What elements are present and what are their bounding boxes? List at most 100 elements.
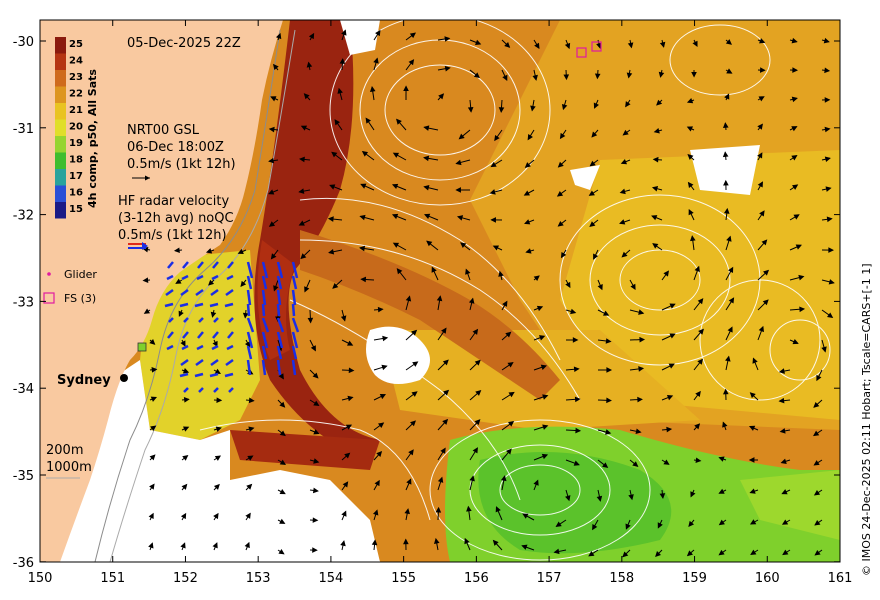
gsl-arrow-head <box>279 430 286 437</box>
hf-radar-arrow <box>213 317 219 323</box>
y-tick-label: -36 <box>13 556 34 571</box>
gsl-arrow-head <box>183 396 190 403</box>
gsl-arrow-head <box>534 42 540 50</box>
gsl-arrow-head <box>341 510 347 517</box>
gsl-arrow-head <box>412 361 419 367</box>
gsl-arrow-head <box>556 191 564 197</box>
gsl-arrow-head <box>565 495 571 502</box>
gsl-arrow-head <box>373 57 379 64</box>
gsl-arrow-head <box>408 449 414 456</box>
gsl-arrow-head <box>507 362 514 368</box>
gsl-arrow-head <box>458 133 465 140</box>
gsl-arrow-head <box>605 429 612 435</box>
gsl-arrow-head <box>498 270 504 277</box>
gsl-arrow-head <box>275 32 282 40</box>
gsl-arrow-head <box>278 373 284 380</box>
x-tick-labels: 150 151 152 153 154 155 156 157 158 159 160 161 <box>28 571 853 586</box>
gsl-arrow-head <box>795 244 802 250</box>
hf-radar-arrow <box>212 331 219 339</box>
gsl-arrow-head <box>312 372 319 379</box>
gsl-arrow-head <box>697 298 704 305</box>
gsl-arrow-head <box>369 85 376 92</box>
gsl-arrow-head <box>472 328 479 335</box>
gsl-arrow-head <box>626 72 633 79</box>
gsl-arrow-head <box>521 544 528 550</box>
gsl-arrow-head <box>312 517 319 523</box>
gsl-arrow-head <box>593 102 599 109</box>
gsl-arrow-head <box>391 183 399 190</box>
hf-radar-arrow <box>167 261 174 269</box>
gsl-arrow-head <box>365 117 372 124</box>
gsl-arrow-head <box>411 329 418 336</box>
hf-radar-arrow <box>165 288 174 297</box>
land-australia <box>40 20 283 562</box>
gsl-arrow-head <box>813 401 820 408</box>
gsl-arrow-head <box>759 210 765 217</box>
gsl-arrow-head <box>759 67 766 73</box>
gsl-arrow-head <box>180 512 187 520</box>
gsl-arrow-head <box>536 305 544 312</box>
gsl-arrow-head <box>824 67 831 74</box>
gsl-arrow-head <box>501 475 507 482</box>
hf-radar-arrow <box>291 359 297 376</box>
gsl-arrow-head <box>602 310 610 316</box>
gsl-arrow-head <box>495 506 501 513</box>
gsl-arrow-head <box>718 456 725 462</box>
gsl-arrow-head <box>522 513 529 519</box>
gsl-arrow-head <box>635 428 642 435</box>
gsl-line1: NRT00 GSL <box>127 123 200 138</box>
gsl-arrow-head <box>527 134 533 141</box>
gsl-arrow-head <box>625 101 631 108</box>
gsl-arrow-head <box>392 152 400 158</box>
gsl-arrow-head <box>460 242 467 248</box>
gsl-arrow-head <box>750 549 757 555</box>
gsl-arrow-head <box>687 154 694 160</box>
hf-radar-arrows <box>164 261 300 393</box>
city-label-sydney: Sydney <box>57 373 111 388</box>
gsl-arrow-head <box>722 122 729 128</box>
gsl-arrow-head <box>686 98 694 104</box>
hf-radar-arrow <box>261 289 267 306</box>
gsl-arrow-head <box>656 99 663 106</box>
gsl-arrow-head <box>588 190 595 196</box>
gsl-line2: 06-Dec 18:00Z <box>127 140 224 155</box>
gsl-arrow-head <box>792 184 799 190</box>
gsl-arrow-head <box>555 521 562 527</box>
gsl-arrow-head <box>723 179 729 186</box>
gsl-arrow-head <box>749 519 757 525</box>
gsl-arrow-head <box>619 188 626 195</box>
gsl-arrow-head <box>492 539 499 546</box>
hf-radar-arrow <box>276 303 281 317</box>
hf-radar-arrow <box>276 359 282 376</box>
hf-radar-arrow <box>226 344 234 351</box>
gsl-arrow-head <box>455 159 462 166</box>
gsl-arrow-head <box>442 359 449 366</box>
gsl-arrow-head <box>248 397 255 404</box>
gsl-arrow-head <box>306 61 313 68</box>
gsl-arrow-head <box>467 106 474 113</box>
gsl-arrow-head <box>332 282 339 289</box>
gsl-arrow-head <box>505 331 512 338</box>
gsl-arrow-head <box>391 213 399 220</box>
gsl-arrow-head <box>244 341 251 348</box>
gsl-arrow-head <box>279 401 286 408</box>
hf-radar-arrow <box>210 358 219 367</box>
gsl-arrow-head <box>375 29 381 37</box>
gsl-arrow-head <box>560 251 567 259</box>
gsl-arrow-head <box>270 253 277 260</box>
gsl-arrow-head <box>725 355 731 362</box>
gsl-arrow-head <box>310 345 316 352</box>
colorbar-tick-label: 19 <box>69 138 83 149</box>
gsl-arrow-head <box>564 42 571 50</box>
hf-radar-arrow <box>261 261 269 279</box>
x-tick-label: 157 <box>537 571 562 586</box>
x-tick-label: 160 <box>755 571 780 586</box>
gsl-arrow-head <box>589 160 596 167</box>
gsl-arrow-head <box>345 424 353 430</box>
gsl-arrow-head <box>475 39 482 45</box>
gsl-arrow-head <box>757 152 763 159</box>
gsl-arrow-head <box>816 374 822 382</box>
gsl-arrow-head <box>361 150 369 157</box>
gsl-arrow-head <box>341 29 347 36</box>
hf-radar-arrow <box>227 261 234 269</box>
